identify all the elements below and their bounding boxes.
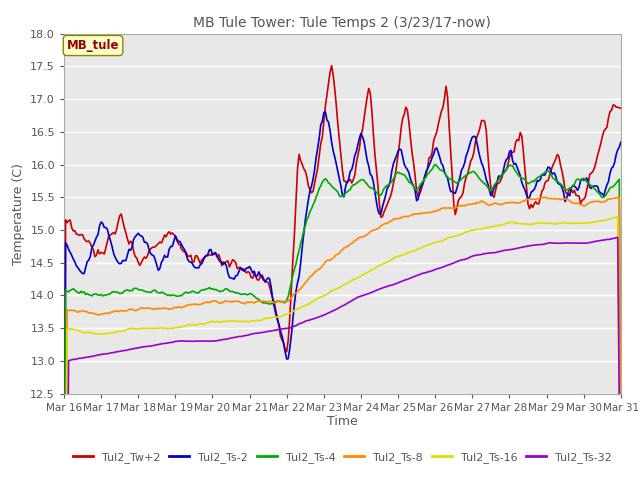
Text: MB_tule: MB_tule: [67, 39, 119, 52]
X-axis label: Time: Time: [327, 415, 358, 429]
Legend: Tul2_Tw+2, Tul2_Ts-2, Tul2_Ts-4, Tul2_Ts-8, Tul2_Ts-16, Tul2_Ts-32: Tul2_Tw+2, Tul2_Ts-2, Tul2_Ts-4, Tul2_Ts…: [68, 448, 616, 468]
Y-axis label: Temperature (C): Temperature (C): [12, 163, 25, 264]
Title: MB Tule Tower: Tule Temps 2 (3/23/17-now): MB Tule Tower: Tule Temps 2 (3/23/17-now…: [193, 16, 492, 30]
